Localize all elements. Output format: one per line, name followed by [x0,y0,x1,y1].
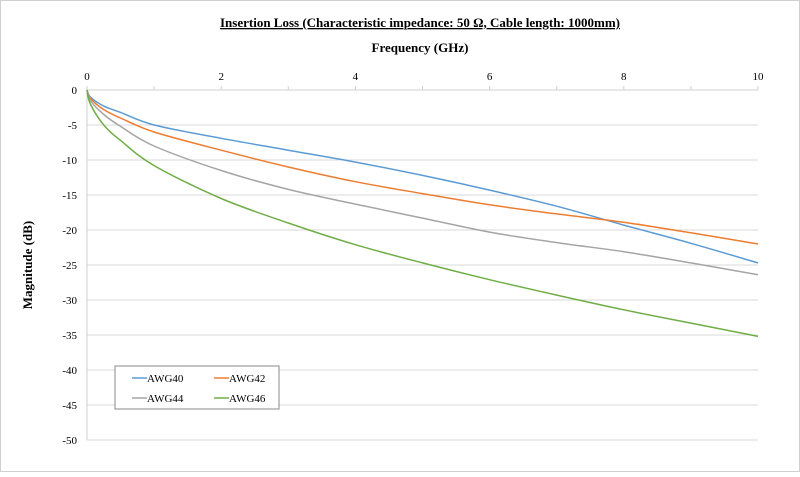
y-tick-label: -35 [62,330,77,342]
x-tick-label: 8 [621,71,627,83]
legend-label: AWG44 [147,393,184,405]
y-tick-label: -25 [62,260,77,272]
y-tick-label: 0 [72,85,78,97]
series-line-awg44 [86,89,759,276]
x-tick-label: 0 [84,71,90,83]
x-tick-label: 2 [218,71,224,83]
y-tick-label: -50 [62,435,77,447]
legend-box [114,365,280,410]
y-tick-label: -40 [62,365,77,377]
x-tick-label: 4 [353,71,359,83]
legend-label: AWG42 [229,373,265,385]
x-axis-title: Frequency (GHz) [372,40,469,55]
y-tick-label: -10 [62,155,77,167]
series-line-awg46 [86,89,759,338]
x-tick-label: 10 [753,71,765,83]
y-tick-label: -30 [62,295,77,307]
y-tick-label: -5 [68,120,78,132]
series-line-awg40 [86,89,759,264]
y-tick-label: -20 [62,225,77,237]
y-axis-title: Magnitude (dB) [20,221,35,309]
y-tick-label: -15 [62,190,77,202]
chart-title: Insertion Loss (Characteristic impedance… [220,15,620,30]
series-line-awg42 [86,89,759,245]
y-tick-label: -45 [62,400,77,412]
legend-label: AWG46 [229,393,266,405]
x-tick-label: 6 [487,71,493,83]
legend-label: AWG40 [147,373,184,385]
legend: AWG40 AWG42 AWG44 AWG46 [114,365,280,410]
